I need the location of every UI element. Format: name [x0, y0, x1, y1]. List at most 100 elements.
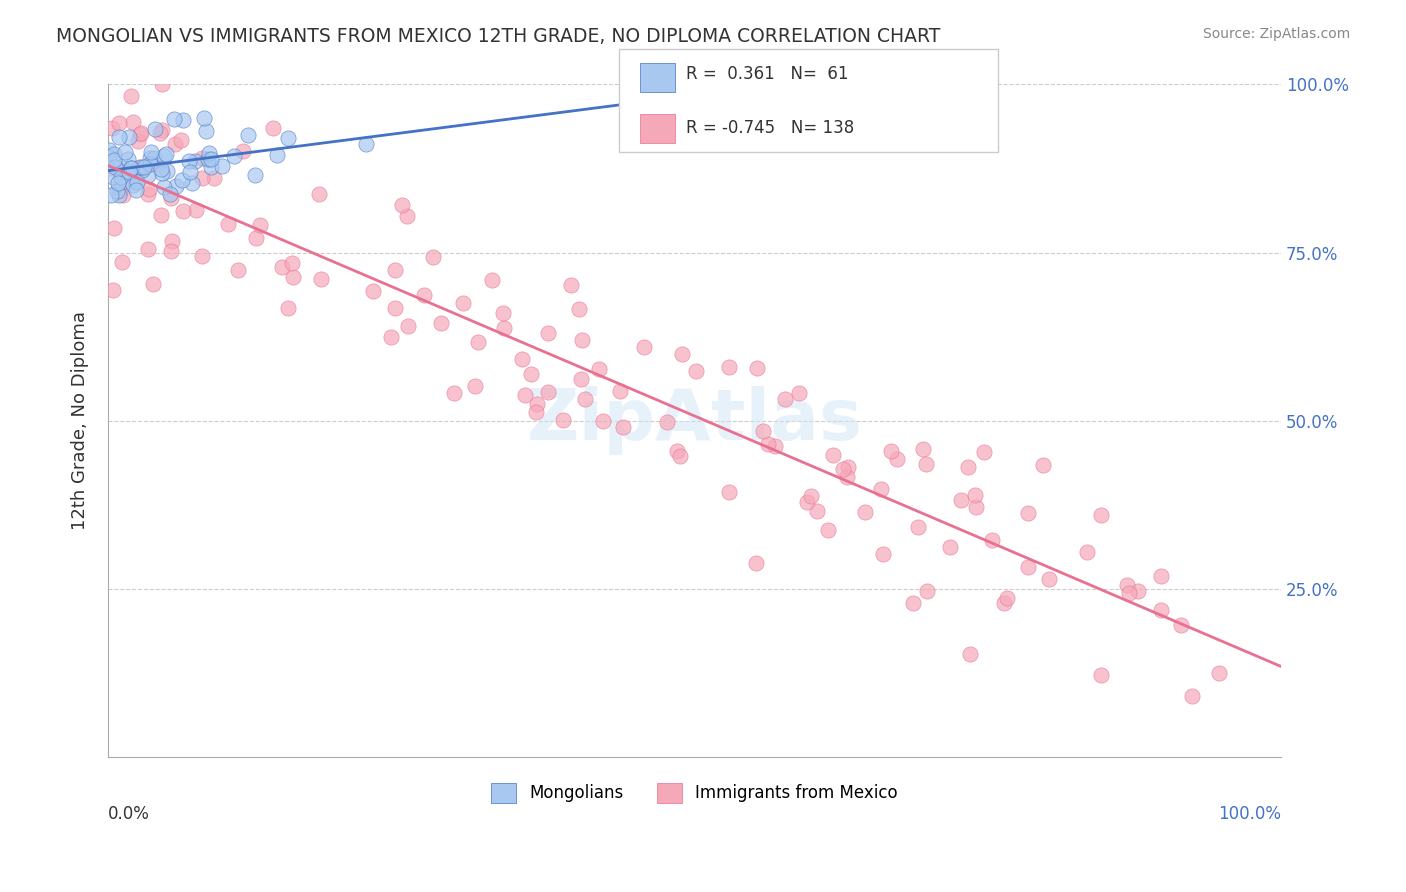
Point — [959, 647, 981, 661]
Point — [949, 493, 972, 508]
Point — [122, 178, 145, 193]
Point — [744, 556, 766, 570]
Point — [149, 208, 172, 222]
Point — [395, 210, 418, 224]
Point — [139, 157, 162, 171]
Point — [1032, 458, 1054, 472]
Point — [633, 340, 655, 354]
Point — [277, 301, 299, 315]
Point — [718, 485, 741, 500]
Point — [973, 445, 995, 459]
Point — [915, 457, 938, 471]
Point — [939, 541, 962, 555]
Point — [120, 161, 142, 175]
Point — [131, 160, 153, 174]
Point — [384, 301, 406, 316]
Point — [396, 319, 419, 334]
Point — [131, 162, 153, 177]
Point — [195, 124, 218, 138]
Point — [111, 255, 134, 269]
Point — [609, 384, 631, 398]
Point — [165, 179, 187, 194]
Point — [835, 470, 858, 484]
Point — [177, 153, 200, 168]
Point — [669, 449, 692, 463]
Point — [481, 273, 503, 287]
Point — [202, 171, 225, 186]
Point — [217, 218, 239, 232]
Point — [907, 519, 929, 533]
Point — [451, 295, 474, 310]
Point — [170, 173, 193, 187]
Text: Source: ZipAtlas.com: Source: ZipAtlas.com — [1202, 27, 1350, 41]
Point — [153, 149, 176, 163]
Point — [281, 270, 304, 285]
Point — [308, 187, 330, 202]
Point — [191, 171, 214, 186]
Point — [107, 116, 129, 130]
Point — [128, 160, 150, 174]
Point — [443, 385, 465, 400]
Point — [422, 250, 444, 264]
Point — [796, 495, 818, 509]
Point — [592, 414, 614, 428]
Text: R =  0.361   N=  61: R = 0.361 N= 61 — [686, 65, 849, 83]
Point — [170, 133, 193, 147]
Text: MONGOLIAN VS IMMIGRANTS FROM MEXICO 12TH GRADE, NO DIPLOMA CORRELATION CHART: MONGOLIAN VS IMMIGRANTS FROM MEXICO 12TH… — [56, 27, 941, 45]
Point — [981, 533, 1004, 548]
Point — [142, 151, 165, 165]
Y-axis label: 12th Grade, No Diploma: 12th Grade, No Diploma — [72, 311, 89, 531]
Point — [380, 330, 402, 344]
Point — [384, 263, 406, 277]
Point — [150, 78, 173, 92]
Point — [142, 277, 165, 291]
Point — [136, 243, 159, 257]
Point — [117, 165, 139, 179]
Point — [103, 147, 125, 161]
Point — [671, 347, 693, 361]
Point — [150, 122, 173, 136]
Point — [249, 218, 271, 232]
Point — [107, 176, 129, 190]
Point — [172, 113, 194, 128]
Point — [277, 130, 299, 145]
Point — [413, 287, 436, 301]
Point — [467, 334, 489, 349]
Point — [789, 385, 811, 400]
Point — [118, 130, 141, 145]
Point — [112, 187, 135, 202]
Point — [831, 462, 853, 476]
Point — [568, 301, 591, 316]
Point — [1181, 689, 1204, 703]
Point — [103, 284, 125, 298]
Point — [745, 360, 768, 375]
Point — [150, 166, 173, 180]
Point — [245, 231, 267, 245]
Point — [1017, 506, 1039, 520]
Point — [806, 504, 828, 518]
Point — [159, 187, 181, 202]
Point — [100, 120, 122, 135]
Point — [121, 114, 143, 128]
Point — [211, 159, 233, 173]
Point — [103, 169, 125, 184]
Point — [183, 153, 205, 168]
Point — [569, 371, 592, 385]
Point — [513, 388, 536, 402]
Point — [430, 316, 453, 330]
Text: ZipAtlas: ZipAtlas — [526, 386, 862, 456]
Point — [125, 183, 148, 197]
Point — [1116, 577, 1139, 591]
Point — [197, 152, 219, 166]
Point — [191, 151, 214, 165]
Point — [751, 424, 773, 438]
Point — [524, 405, 547, 419]
Point — [129, 126, 152, 140]
Point — [965, 500, 987, 515]
Point — [1118, 586, 1140, 600]
Point — [510, 352, 533, 367]
Point — [1150, 569, 1173, 583]
Text: 0.0%: 0.0% — [108, 805, 150, 822]
Point — [232, 144, 254, 158]
Point — [901, 596, 924, 610]
